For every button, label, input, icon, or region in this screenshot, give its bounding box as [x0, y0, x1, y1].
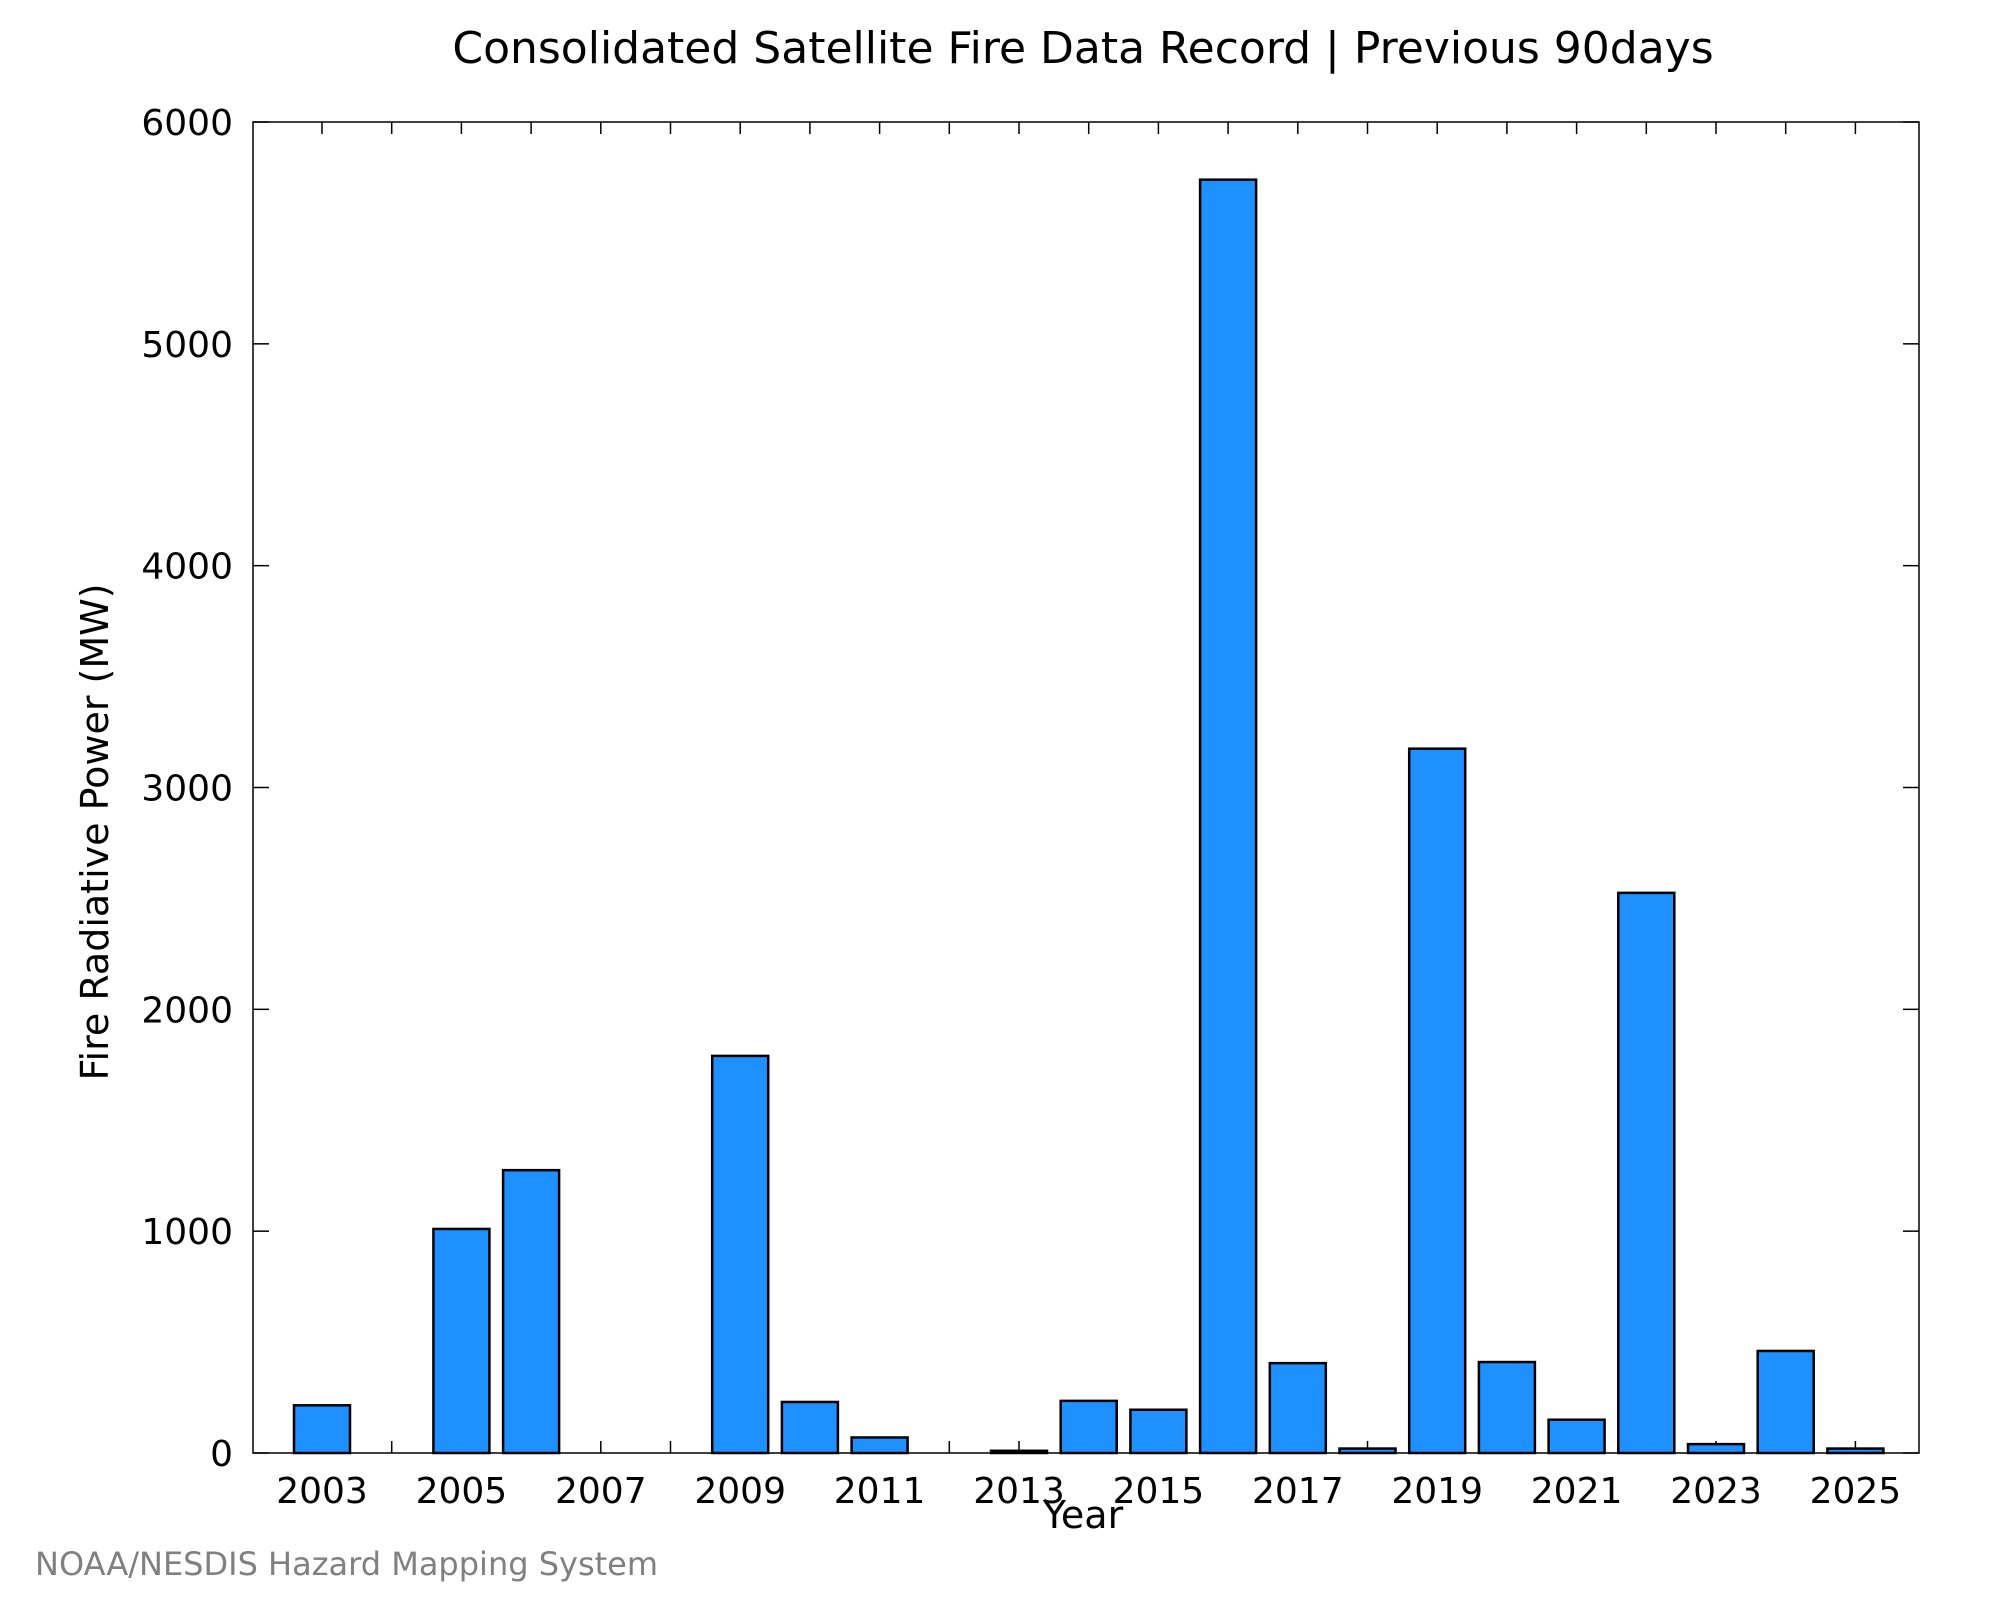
x-tick-label: 2003	[276, 1471, 368, 1512]
y-tick-label: 3000	[141, 769, 233, 810]
y-axis-label: Fire Radiative Power (MW)	[73, 583, 117, 1080]
x-tick-label: 2015	[1113, 1471, 1205, 1512]
x-tick-label: 2025	[1810, 1471, 1902, 1512]
bar-2017	[1268, 1361, 1328, 1455]
y-tick-label: 1000	[141, 1212, 233, 1253]
bar-2021	[1547, 1418, 1606, 1455]
y-tick-label: 0	[210, 1434, 233, 1475]
bar-2016	[1198, 178, 1258, 1455]
bar-2020	[1477, 1360, 1537, 1455]
y-tick-label: 6000	[141, 103, 233, 144]
bar-2019	[1407, 747, 1467, 1455]
x-tick-label: 2017	[1252, 1471, 1344, 1512]
bar-2010	[780, 1400, 840, 1455]
x-tick-label: 2021	[1531, 1471, 1623, 1512]
x-tick-label: 2007	[555, 1471, 647, 1512]
bar-2018	[1338, 1447, 1397, 1455]
bar-2011	[850, 1436, 909, 1455]
x-tick-label: 2023	[1670, 1471, 1762, 1512]
bar-2006	[501, 1168, 561, 1455]
bar-2022	[1617, 891, 1676, 1455]
x-tick-label: 2019	[1391, 1471, 1483, 1512]
bar-2015	[1129, 1408, 1188, 1455]
credit-text: NOAA/NESDIS Hazard Mapping System	[35, 1545, 658, 1583]
y-tick-label: 5000	[141, 325, 233, 366]
y-tick-label: 4000	[141, 547, 233, 588]
x-axis-label: Year	[1042, 1493, 1124, 1537]
bar-2013	[989, 1449, 1049, 1455]
y-tick-label: 2000	[141, 990, 233, 1031]
bar-2014	[1059, 1399, 1118, 1455]
x-tick-label: 2013	[973, 1471, 1065, 1512]
bar-2005	[432, 1227, 491, 1455]
plot-area: 0 1000 2000 3000 4000 5000 6000 2003 2005 2007 200…	[141, 103, 1920, 1512]
bar-2024	[1756, 1349, 1815, 1455]
bar-2023	[1686, 1442, 1746, 1455]
x-tick-label: 2011	[834, 1471, 926, 1512]
x-tick-label: 2005	[416, 1471, 508, 1512]
x-tick-label: 2009	[694, 1471, 786, 1512]
bar-2025	[1826, 1447, 1885, 1455]
chart-title: Consolidated Satellite Fire Data Record …	[452, 23, 1713, 74]
bar-2009	[710, 1054, 770, 1455]
bar-2003	[292, 1404, 352, 1455]
